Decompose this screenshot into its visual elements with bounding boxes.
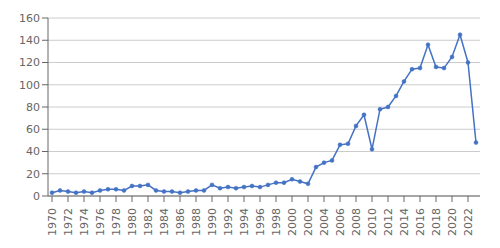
svg-text:140: 140 [19,34,40,47]
svg-text:2000: 2000 [286,208,299,236]
svg-text:1982: 1982 [142,208,155,236]
svg-text:2014: 2014 [398,208,411,236]
svg-text:2020: 2020 [446,208,459,236]
svg-text:80: 80 [26,101,40,114]
svg-text:1996: 1996 [254,208,267,236]
svg-text:2016: 2016 [414,208,427,236]
svg-text:20: 20 [26,168,40,181]
svg-text:1976: 1976 [94,208,107,236]
svg-text:1970: 1970 [46,208,59,236]
svg-text:120: 120 [19,56,40,69]
svg-text:1974: 1974 [78,208,91,236]
svg-text:2004: 2004 [318,208,331,236]
svg-text:1980: 1980 [126,208,139,236]
svg-text:2006: 2006 [334,208,347,236]
svg-text:0: 0 [33,190,40,203]
svg-text:1984: 1984 [158,208,171,236]
svg-text:2012: 2012 [382,208,395,236]
svg-text:40: 40 [26,145,40,158]
svg-text:1978: 1978 [110,208,123,236]
svg-text:160: 160 [19,12,40,25]
svg-text:1990: 1990 [206,208,219,236]
svg-text:60: 60 [26,123,40,136]
svg-text:2008: 2008 [350,208,363,236]
svg-text:2018: 2018 [430,208,443,236]
svg-text:2002: 2002 [302,208,315,236]
svg-text:1988: 1988 [190,208,203,236]
svg-text:2010: 2010 [366,208,379,236]
svg-text:2022: 2022 [462,208,475,236]
svg-text:1972: 1972 [62,208,75,236]
svg-text:1994: 1994 [238,208,251,236]
svg-text:1998: 1998 [270,208,283,236]
svg-text:100: 100 [19,79,40,92]
svg-text:1986: 1986 [174,208,187,236]
svg-text:1992: 1992 [222,208,235,236]
